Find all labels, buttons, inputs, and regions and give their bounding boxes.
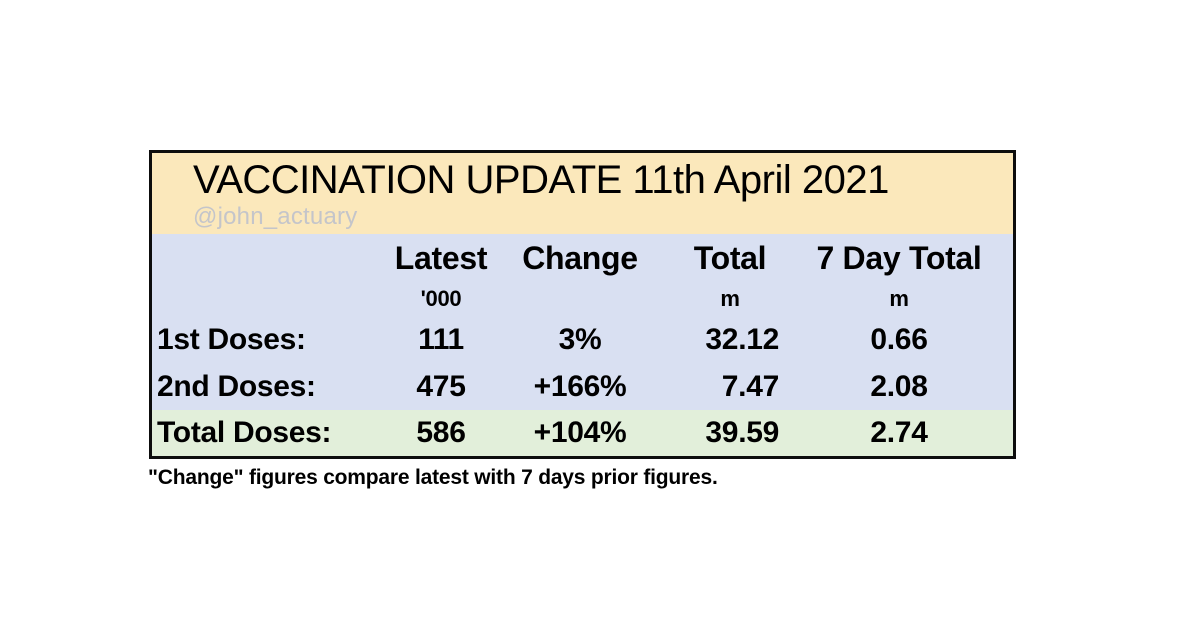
table-header-row: Latest Change Total 7 Day Total — [152, 234, 1013, 282]
vaccination-update-card: VACCINATION UPDATE 11th April 2021 @john… — [149, 150, 1016, 459]
value-total: 32.12 — [705, 322, 779, 356]
value-change: +104% — [533, 416, 627, 449]
row-label: Total Doses: — [157, 416, 332, 449]
value-change: 3% — [558, 322, 602, 356]
col-header-change: Change — [522, 239, 638, 276]
table-units-row: '000 m m — [152, 282, 1013, 316]
footnote: "Change" figures compare latest with 7 d… — [148, 466, 718, 489]
value-7day-total: 2.08 — [870, 369, 928, 403]
col-header-latest: Latest — [394, 239, 488, 276]
value-7day-total: 0.66 — [870, 322, 928, 356]
row-label: 2nd Doses: — [157, 369, 316, 403]
table-row-2nd-doses: 2nd Doses: 475 +166% 7.47 2.08 — [152, 363, 1013, 410]
table-row-1st-doses: 1st Doses: 111 3% 32.12 0.66 — [152, 316, 1013, 363]
value-latest: 475 — [416, 369, 466, 403]
doses-table: Latest Change Total 7 Day Total '000 m m… — [152, 234, 1013, 456]
value-latest: 111 — [418, 322, 464, 356]
value-7day-total: 2.74 — [870, 416, 928, 449]
author-handle: @john_actuary — [193, 203, 358, 230]
card-title: VACCINATION UPDATE 11th April 2021 — [193, 158, 889, 202]
value-change: +166% — [533, 369, 627, 403]
card-header: VACCINATION UPDATE 11th April 2021 @john… — [152, 153, 1013, 234]
unit-7day-total: m — [889, 286, 909, 311]
row-label: 1st Doses: — [157, 322, 306, 356]
col-header-7day-total: 7 Day Total — [816, 239, 982, 276]
value-latest: 586 — [416, 416, 466, 449]
col-header-total: Total — [693, 239, 767, 276]
table-row-total-doses: Total Doses: 586 +104% 39.59 2.74 — [152, 410, 1013, 456]
unit-total: m — [720, 286, 740, 311]
value-total: 39.59 — [705, 416, 779, 449]
unit-latest: '000 — [420, 286, 462, 311]
value-total: 7.47 — [721, 369, 780, 403]
